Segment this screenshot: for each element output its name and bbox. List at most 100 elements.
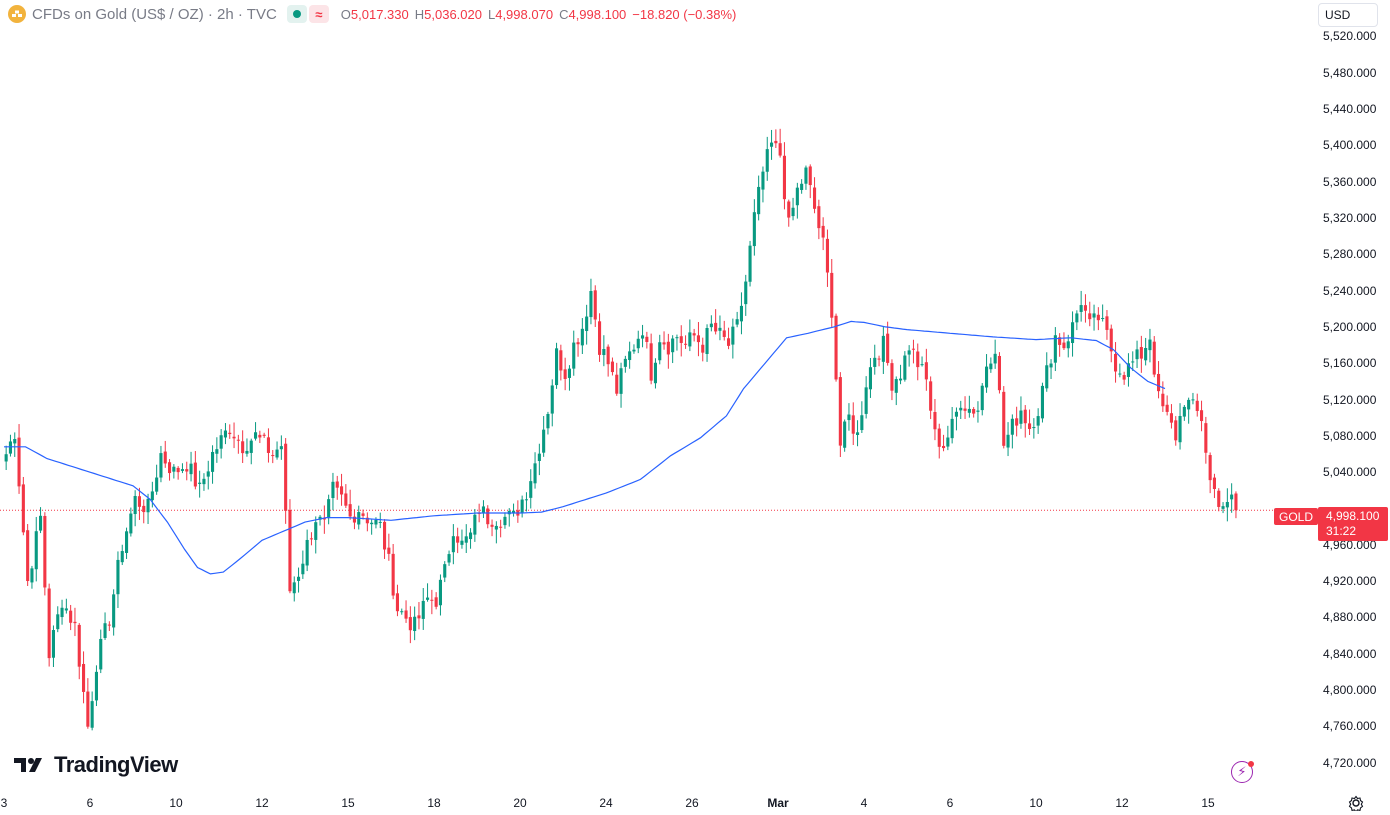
candle-body xyxy=(546,414,550,429)
candle-body xyxy=(907,350,911,355)
candle-body xyxy=(215,449,219,454)
candle-body xyxy=(533,463,537,484)
gold-bars-icon xyxy=(8,5,26,23)
candle-body xyxy=(245,450,249,454)
candle-body xyxy=(787,201,791,218)
candle-body xyxy=(804,167,808,184)
price-tick-label: 4,880.000 xyxy=(1323,610,1377,625)
symbol-title[interactable]: CFDs on Gold (US$ / OZ) · 2h · TVC xyxy=(32,5,277,23)
candle-body xyxy=(774,140,778,144)
time-tick-label: 20 xyxy=(513,796,527,810)
currency-selector[interactable]: USD xyxy=(1318,3,1378,27)
settings-gear-icon[interactable] xyxy=(1348,795,1364,811)
candle-body xyxy=(1204,423,1208,453)
candle-body xyxy=(1114,353,1118,372)
candle-body xyxy=(129,513,133,534)
candle-body xyxy=(77,624,81,667)
candle-body xyxy=(211,451,215,472)
ohlc-high-value: 5,036.020 xyxy=(424,6,482,22)
candle-body xyxy=(757,186,761,215)
candle-body xyxy=(327,499,331,519)
candle-body xyxy=(920,364,924,366)
candle-body xyxy=(1135,349,1139,360)
candle-body xyxy=(1079,305,1083,312)
candle-body xyxy=(232,436,236,439)
candle-body xyxy=(254,432,258,439)
logo-text: TradingView xyxy=(54,752,178,777)
candle-body xyxy=(1053,335,1057,363)
candle-body xyxy=(1101,317,1105,319)
candle-body xyxy=(1045,365,1049,389)
candle-body xyxy=(911,348,915,350)
market-open-badge[interactable] xyxy=(286,5,307,23)
time-tick-label: 10 xyxy=(1029,796,1043,810)
candle-body xyxy=(1234,493,1238,511)
candle-body xyxy=(1028,423,1032,429)
candle-body xyxy=(1075,313,1079,323)
price-tick-label: 5,160.000 xyxy=(1323,356,1377,371)
candle-body xyxy=(886,333,890,363)
candle-body xyxy=(881,335,885,362)
candle-body xyxy=(17,437,21,487)
candle-body xyxy=(116,559,120,595)
candle-body xyxy=(413,616,417,632)
candle-body xyxy=(103,623,107,638)
candle-body xyxy=(64,608,68,611)
candle-body xyxy=(1139,347,1143,359)
candle-body xyxy=(1002,391,1006,446)
candle-body xyxy=(258,434,262,438)
candle-body xyxy=(202,478,206,485)
candle-body xyxy=(499,526,503,528)
candle-body xyxy=(851,415,855,434)
candle-body xyxy=(671,338,675,353)
candle-body xyxy=(929,381,933,411)
candle-body xyxy=(374,519,378,525)
candle-body xyxy=(1157,373,1161,392)
price-tick-label: 5,520.000 xyxy=(1323,29,1377,44)
candle-body xyxy=(765,149,769,172)
tradingview-logo-icon xyxy=(14,758,42,772)
candle-body xyxy=(1178,415,1182,443)
candle-body xyxy=(395,593,399,612)
candle-body xyxy=(1230,494,1234,500)
candle-body xyxy=(825,238,829,273)
candle-body xyxy=(8,441,12,454)
candle-body xyxy=(916,351,920,368)
delayed-data-icon[interactable]: ≈ xyxy=(308,5,329,23)
candle-body xyxy=(1023,409,1027,424)
candle-body xyxy=(370,522,374,525)
candle-body xyxy=(107,624,111,626)
candle-body xyxy=(1182,406,1186,417)
bar-countdown: 31:22 xyxy=(1326,524,1357,538)
price-tick-label: 5,320.000 xyxy=(1323,210,1377,225)
candle-body xyxy=(1036,416,1040,426)
candle-body xyxy=(967,408,971,413)
candle-body xyxy=(937,428,941,447)
time-tick-label: 18 xyxy=(427,796,441,810)
candle-body xyxy=(946,437,950,447)
lightning-icon[interactable]: ⚡ xyxy=(1231,761,1253,783)
candle-body xyxy=(365,517,369,524)
candle-body xyxy=(645,336,649,342)
moving-average-line xyxy=(4,320,1166,575)
candle-body xyxy=(275,449,279,458)
price-tick-label: 5,280.000 xyxy=(1323,247,1377,262)
candle-body xyxy=(1019,410,1023,424)
candle-body xyxy=(550,385,554,414)
candle-body xyxy=(520,499,524,514)
candle-body xyxy=(731,326,735,345)
candle-body xyxy=(219,435,223,449)
candle-body xyxy=(1105,316,1109,330)
time-tick-label: 4 xyxy=(860,796,868,810)
ohlc-close-value: 4,998.100 xyxy=(568,6,627,22)
candle-body xyxy=(615,374,619,394)
tradingview-logo[interactable]: TradingView xyxy=(14,752,178,778)
candlestick-plot[interactable] xyxy=(0,0,1310,790)
time-tick-label: 24 xyxy=(599,796,613,810)
candle-body xyxy=(933,412,937,430)
candle-body xyxy=(86,691,90,727)
candle-body xyxy=(847,414,851,421)
candle-body xyxy=(727,338,731,346)
candle-body xyxy=(421,600,425,619)
candle-body xyxy=(692,333,696,336)
